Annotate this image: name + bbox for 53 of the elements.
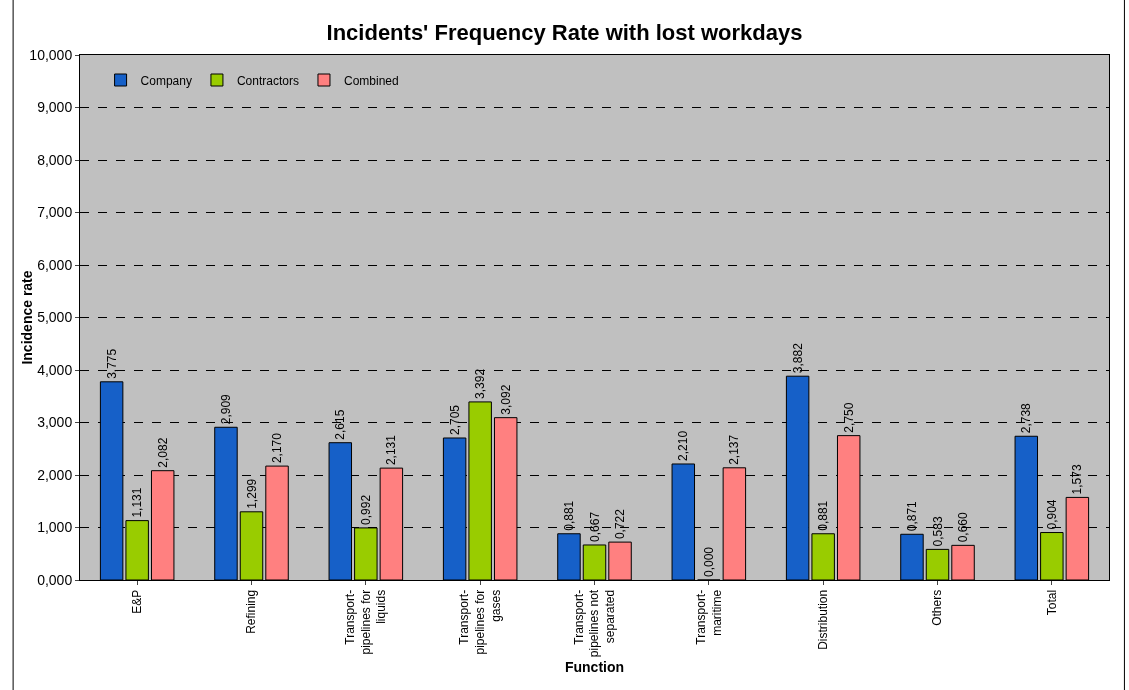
- data-label: 1,131: [130, 487, 145, 518]
- data-label: 3,392: [473, 368, 488, 399]
- data-label: 0,992: [358, 494, 373, 525]
- y-tick-label: 8,000: [37, 151, 73, 168]
- y-axis-title: Incidence rate: [19, 270, 36, 365]
- data-label: 0,660: [956, 511, 971, 543]
- x-axis-title: Function: [564, 659, 625, 676]
- data-label: 1,299: [244, 478, 259, 509]
- y-tick-label: 6,000: [37, 256, 73, 273]
- data-label: 0,881: [561, 500, 576, 531]
- x-tick-label: E&P: [130, 589, 145, 614]
- x-tick-label: Distribution: [816, 589, 831, 650]
- x-tick-label: Refining: [244, 589, 259, 634]
- data-label: 2,909: [218, 393, 233, 425]
- y-tick-label: 2,000: [37, 466, 73, 483]
- y-tick-label: 5,000: [37, 309, 73, 326]
- x-tick-label: Transport-pipelines for gases: [457, 589, 503, 655]
- y-tick-label: 10,000: [29, 46, 73, 63]
- data-label: 1,573: [1070, 464, 1085, 495]
- y-tick-label: 3,000: [37, 414, 73, 431]
- data-label: 0,904: [1044, 499, 1059, 530]
- data-label: 3,882: [790, 342, 805, 374]
- data-label: 3,775: [104, 348, 119, 379]
- y-tick-label: 1,000: [37, 519, 73, 536]
- x-tick-label: Transport-pipelines not separated: [571, 589, 617, 658]
- y-tick-label: 4,000: [37, 361, 73, 378]
- data-label: 2,170: [270, 432, 285, 464]
- data-label: 0,871: [904, 500, 919, 532]
- data-label: 2,738: [1019, 402, 1034, 434]
- y-tick-label: 7,000: [37, 204, 73, 221]
- data-label: 0,881: [816, 500, 831, 531]
- y-tick-label: 0,000: [37, 571, 73, 588]
- data-label: 0,000: [701, 546, 716, 577]
- data-label: 2,750: [841, 402, 856, 433]
- data-label: 2,705: [447, 404, 462, 435]
- data-label: 2,131: [384, 434, 399, 466]
- data-label: 3,092: [498, 384, 513, 415]
- y-tick-label: 9,000: [37, 99, 73, 116]
- data-label: 2,082: [155, 437, 170, 468]
- x-tick-label: Others: [930, 589, 945, 626]
- x-tick-label: Transport-maritime: [693, 589, 724, 645]
- x-tick-label: Transport-pipelines for liquids: [343, 589, 389, 655]
- data-label: 2,210: [676, 430, 691, 461]
- data-label: 0,722: [613, 508, 628, 540]
- legend-label: Combined: [343, 73, 399, 88]
- data-label: 0,583: [930, 516, 945, 547]
- data-label: 2,137: [727, 434, 742, 465]
- x-tick-label: Total: [1044, 589, 1059, 616]
- data-label: 0,667: [587, 511, 602, 542]
- chart-title: Incidents' Frequency Rate with lost workdays: [326, 19, 803, 45]
- data-label: 2,615: [333, 409, 348, 440]
- legend-label: Contractors: [236, 73, 299, 88]
- legend-label: Company: [140, 73, 192, 88]
